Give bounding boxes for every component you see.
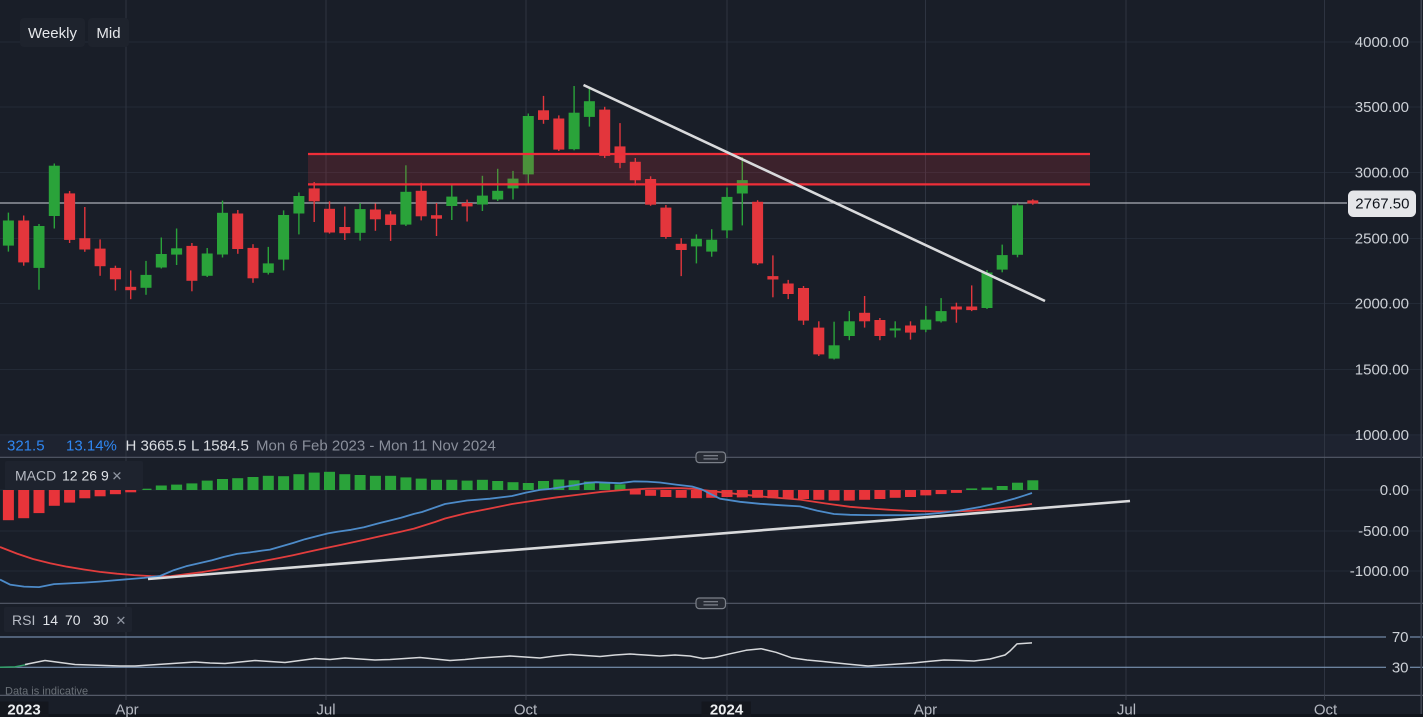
svg-text:2500.00: 2500.00 (1355, 231, 1409, 248)
svg-text:Jul: Jul (316, 702, 335, 717)
svg-text:30: 30 (93, 612, 109, 628)
svg-text:Mid: Mid (96, 25, 120, 42)
svg-text:2023: 2023 (7, 702, 40, 717)
svg-text:2000.00: 2000.00 (1355, 296, 1409, 313)
svg-text:1500.00: 1500.00 (1355, 362, 1409, 379)
svg-text:Weekly: Weekly (28, 25, 77, 42)
svg-text:H 3665.5: H 3665.5 (126, 438, 187, 455)
svg-text:2767.50: 2767.50 (1355, 196, 1409, 213)
svg-text:70: 70 (1392, 629, 1409, 646)
svg-text:321.5: 321.5 (7, 438, 45, 455)
svg-text:12: 12 (62, 468, 78, 484)
svg-text:2024: 2024 (710, 702, 744, 717)
svg-text:3500.00: 3500.00 (1355, 99, 1409, 116)
svg-text:Data is indicative: Data is indicative (5, 686, 88, 698)
svg-text:4000.00: 4000.00 (1355, 34, 1409, 51)
svg-text:MACD: MACD (15, 468, 56, 484)
svg-text:70: 70 (65, 612, 81, 628)
svg-text:Mon 6 Feb 2023 - Mon 11 Nov 20: Mon 6 Feb 2023 - Mon 11 Nov 2024 (256, 438, 496, 455)
svg-text:3000.00: 3000.00 (1355, 165, 1409, 182)
svg-text:14: 14 (43, 612, 59, 628)
svg-text:-1000.00: -1000.00 (1350, 563, 1409, 580)
svg-text:26: 26 (82, 468, 98, 484)
svg-text:13.14%: 13.14% (66, 438, 117, 455)
svg-text:✕: ✕ (112, 469, 123, 484)
svg-text:9: 9 (101, 468, 109, 484)
svg-text:Oct: Oct (1314, 702, 1338, 717)
svg-text:Apr: Apr (914, 702, 937, 717)
svg-text:0.00: 0.00 (1380, 482, 1409, 499)
svg-text:1000.00: 1000.00 (1355, 427, 1409, 444)
svg-text:30: 30 (1392, 659, 1409, 676)
svg-text:✕: ✕ (116, 613, 127, 628)
svg-text:Oct: Oct (514, 702, 538, 717)
svg-text:Jul: Jul (1117, 702, 1136, 717)
svg-text:Apr: Apr (115, 702, 138, 717)
svg-text:-500.00: -500.00 (1358, 523, 1409, 540)
svg-text:L 1584.5: L 1584.5 (191, 438, 249, 455)
svg-text:RSI: RSI (12, 612, 35, 628)
